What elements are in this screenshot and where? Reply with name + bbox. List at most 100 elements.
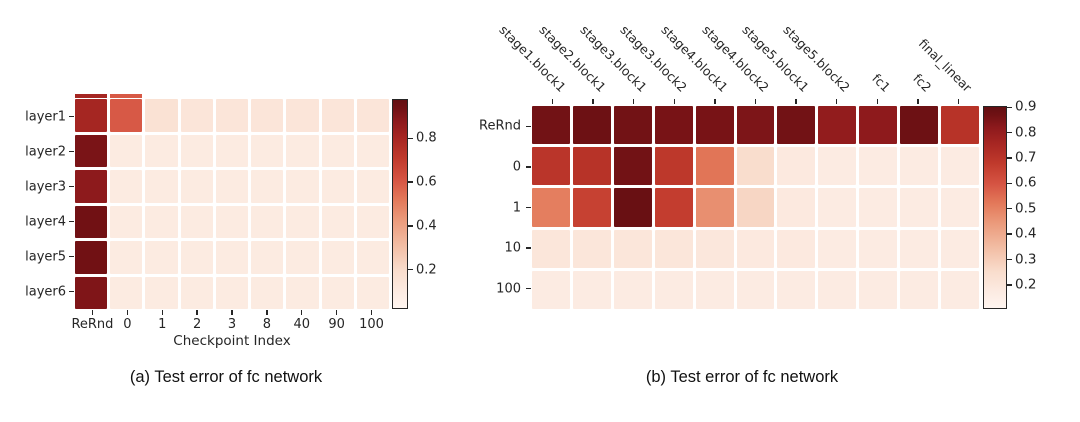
colorbar-tick-label: 0.2	[416, 262, 437, 278]
colorbar-tick-label: 0.9	[1015, 98, 1037, 115]
heatmap-cell	[110, 205, 143, 238]
heatmap-cell	[859, 270, 898, 309]
colorbar-tick-label: 0.8	[416, 130, 437, 146]
heatmap-cell	[736, 147, 775, 186]
heatmap-cell	[110, 99, 143, 132]
y-tick-label: ReRnd	[479, 118, 521, 134]
heatmap-cell	[900, 229, 939, 268]
x-tick	[673, 99, 675, 104]
colorbar-tick	[408, 181, 413, 183]
heatmap-cell	[777, 229, 816, 268]
x-axis-title: Checkpoint Index	[173, 333, 291, 349]
heatmap-cell	[75, 134, 108, 167]
colorbar-tick-label: 0.8	[1015, 123, 1037, 140]
heatmap-cell	[572, 106, 611, 145]
heatmap-cell	[777, 270, 816, 309]
heatmap-cell	[145, 241, 178, 274]
x-tick	[714, 99, 716, 104]
heatmap-cell	[110, 134, 143, 167]
colorbar-tick	[1007, 233, 1012, 235]
colorbar-tick-label: 0.3	[1015, 250, 1037, 267]
x-tick-label: ReRnd	[71, 317, 114, 332]
colorbar-tick	[408, 268, 413, 271]
y-tick	[526, 166, 531, 168]
heatmap-cell	[286, 170, 319, 203]
heatmap-cell	[356, 134, 389, 167]
x-tick-label: 90	[328, 317, 345, 332]
x-tick-label: 1	[158, 317, 167, 332]
x-tick	[876, 99, 879, 104]
heatmap-cell	[110, 276, 143, 309]
heatmap-cell	[251, 205, 284, 238]
heatmap-grid-b	[532, 106, 979, 309]
heatmap-cell	[900, 188, 939, 227]
heatmap-cell	[321, 170, 354, 203]
heatmap-cell	[613, 270, 652, 309]
heatmap-cell	[859, 106, 898, 145]
y-tick-label: 100	[496, 281, 521, 297]
heatmap-cell	[818, 188, 857, 227]
caption-a: (a) Test error of fc network	[129, 368, 323, 386]
colorbar-tick	[408, 225, 413, 227]
heatmap-cell	[818, 147, 857, 186]
heatmap-cell	[654, 147, 693, 186]
y-tick	[69, 290, 74, 293]
heatmap-cell	[145, 134, 178, 167]
y-tick	[69, 220, 74, 223]
y-tick	[69, 150, 74, 153]
x-tick	[301, 310, 303, 315]
heatmap-cell	[654, 270, 693, 309]
heatmap-cell	[145, 99, 178, 132]
heatmap-cell	[215, 276, 249, 309]
y-tick-label: layer3	[25, 179, 66, 194]
heatmap-cell	[572, 270, 611, 309]
heatmap-cell	[613, 106, 652, 145]
colorbar	[983, 106, 1007, 309]
heatmap-cell	[75, 276, 108, 309]
heatmap-cell	[321, 99, 354, 132]
heatmap-cell	[736, 106, 775, 145]
caption-b: (b) Test error of fc network	[645, 368, 839, 386]
heatmap-cell	[941, 106, 979, 145]
heatmap-cell	[356, 205, 389, 238]
heatmap-cell	[859, 188, 898, 227]
colorbar	[392, 99, 408, 309]
heatmap-cell	[321, 276, 354, 309]
heatmap-cell	[356, 241, 389, 274]
heatmap-cell	[532, 188, 570, 227]
colorbar-tick	[1007, 208, 1012, 210]
heatmap-cell	[215, 99, 249, 132]
heatmap-cell	[941, 270, 979, 309]
y-tick-label: 10	[504, 240, 521, 256]
x-tick	[795, 99, 797, 104]
heatmap-cell	[900, 270, 939, 309]
heatmap-cell	[145, 170, 178, 203]
x-tick	[632, 99, 635, 104]
colorbar-tick-label: 0.2	[1015, 276, 1037, 293]
heatmap-cell	[215, 205, 249, 238]
x-tick-label: fc2	[910, 70, 935, 95]
heatmap-cell	[75, 241, 108, 274]
y-tick	[69, 185, 74, 188]
colorbar-tick-label: 0.6	[1015, 174, 1037, 191]
x-tick	[161, 310, 163, 315]
heatmap-cell	[180, 99, 213, 132]
colorbar-tick	[1007, 284, 1012, 286]
heatmap-cell	[321, 241, 354, 274]
x-tick	[196, 310, 198, 315]
heatmap-cell	[532, 147, 570, 186]
x-tick	[335, 310, 338, 315]
x-tick-label: 3	[227, 317, 237, 332]
y-tick-label: 0	[512, 159, 521, 175]
heatmap-cell	[818, 270, 857, 309]
y-tick-label: layer4	[25, 214, 66, 229]
y-tick	[69, 115, 74, 118]
heatmap-cell	[356, 170, 389, 203]
heatmap-cell	[736, 270, 775, 309]
x-tick	[551, 99, 553, 104]
heatmap-cell	[286, 276, 319, 309]
x-tick-label: 2	[192, 317, 202, 332]
heatmap-cell	[321, 134, 354, 167]
heatmap-cell	[110, 170, 143, 203]
